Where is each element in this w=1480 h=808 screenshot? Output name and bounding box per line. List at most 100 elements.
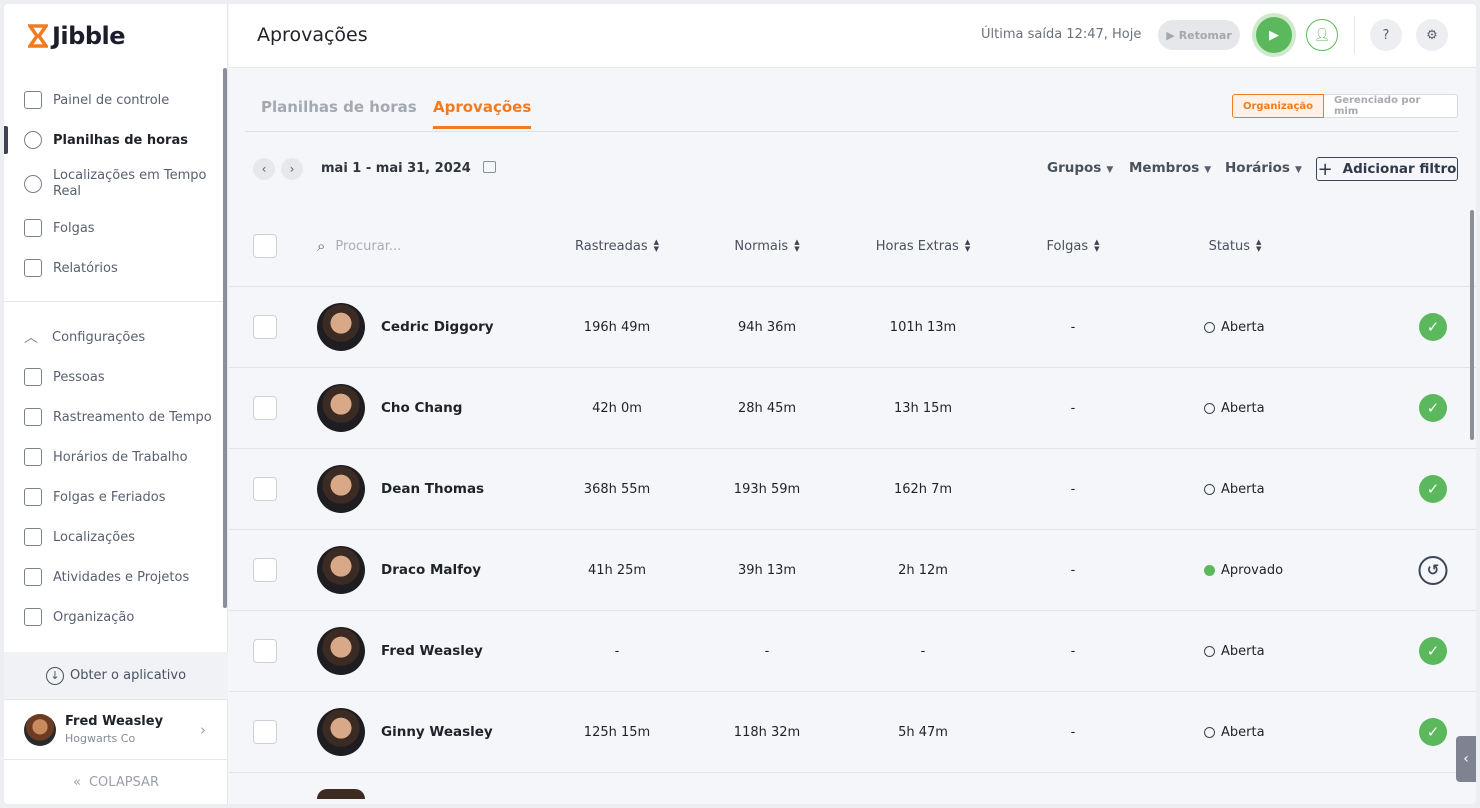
time-off: - xyxy=(1070,643,1076,659)
prev-period-button[interactable]: ‹ xyxy=(253,158,275,180)
chevron-right-icon: › xyxy=(289,162,295,176)
kiosk-button[interactable]: 👤︎ xyxy=(1306,19,1338,51)
check-icon: ✓ xyxy=(1426,399,1440,417)
approve-button[interactable]: ✓ xyxy=(1419,313,1447,341)
tab-approvals[interactable]: Aprovações xyxy=(433,98,532,129)
settings-button[interactable]: ⚙ xyxy=(1416,19,1448,51)
settings-item-5[interactable]: Atividades e Projetos xyxy=(4,557,228,597)
tracked-hours: 196h 49m xyxy=(583,319,651,335)
get-app-button[interactable]: ↓ Obter o aplicativo xyxy=(4,652,228,700)
settings-item-6[interactable]: Organização xyxy=(4,597,228,637)
sidebar-scrollbar[interactable] xyxy=(223,68,227,608)
col-overtime[interactable]: Horas Extras ▲ ▼ xyxy=(876,206,970,286)
col-label: Status xyxy=(1208,238,1251,254)
caret-down-icon: ▼ xyxy=(1294,165,1302,175)
collapse-label: COLAPSAR xyxy=(88,774,159,790)
add-filter-label: Adicionar filtro xyxy=(1342,161,1457,177)
row-checkbox[interactable] xyxy=(253,639,277,663)
sidebar-item-3[interactable]: Folgas xyxy=(4,208,228,248)
settings-item-3[interactable]: Folgas e Feriados xyxy=(4,477,228,517)
member-name[interactable]: Ginny Weasley xyxy=(381,724,493,740)
sidebar-item-0[interactable]: Painel de controle xyxy=(4,80,228,120)
map-pin-icon xyxy=(24,528,42,546)
sidebar-item-4[interactable]: Relatórios xyxy=(4,248,228,288)
select-all-checkbox[interactable] xyxy=(253,234,277,258)
row-checkbox[interactable] xyxy=(253,720,277,744)
scope-organization[interactable]: Organização xyxy=(1232,94,1324,118)
table-row[interactable] xyxy=(229,773,1476,799)
schedules-filter[interactable]: Horários ▼ xyxy=(1225,160,1302,176)
col-status[interactable]: Status ▲ ▼ xyxy=(1209,206,1262,286)
row-checkbox[interactable] xyxy=(253,315,277,339)
settings-item-2[interactable]: Horários de Trabalho xyxy=(4,437,228,477)
scope-managed-by-me[interactable]: Gerenciado por mim xyxy=(1324,94,1458,118)
open-circle-icon xyxy=(1204,483,1215,495)
table-row[interactable]: Draco Malfoy 41h 25m 39h 13m 2h 12m - Ap… xyxy=(229,530,1476,611)
question-icon: ? xyxy=(1382,27,1390,43)
user-profile[interactable]: Fred Weasley Hogwarts Co › xyxy=(4,700,228,760)
row-checkbox[interactable] xyxy=(253,477,277,501)
people-icon xyxy=(24,368,42,386)
table-row[interactable]: Cho Chang 42h 0m 28h 45m 13h 15m - Abert… xyxy=(229,368,1476,449)
overtime-hours: 13h 15m xyxy=(893,400,953,416)
logo-text: Jibble xyxy=(52,22,126,50)
approve-button[interactable]: ✓ xyxy=(1419,637,1447,665)
sidebar-item-label: Folgas xyxy=(53,220,95,236)
sidebar-item-1[interactable]: Planilhas de horas xyxy=(4,120,228,160)
tab-timesheets[interactable]: Planilhas de horas xyxy=(261,98,417,116)
row-checkbox[interactable] xyxy=(253,396,277,420)
briefcase-icon xyxy=(24,488,42,506)
row-checkbox[interactable] xyxy=(253,558,277,582)
clock-in-button[interactable]: ▶ xyxy=(1256,17,1292,53)
add-filter-button[interactable]: + Adicionar filtro xyxy=(1316,157,1458,181)
chevron-right-icon: › xyxy=(200,720,206,739)
settings-item-1[interactable]: Rastreamento de Tempo xyxy=(4,397,228,437)
resume-button[interactable]: ▶ Retomar xyxy=(1158,20,1240,50)
table-row[interactable]: Ginny Weasley 125h 15m 118h 32m 5h 47m -… xyxy=(229,692,1476,773)
member-name[interactable]: Fred Weasley xyxy=(381,643,483,659)
approve-button[interactable]: ✓ xyxy=(1419,475,1447,503)
settings-toggle[interactable]: ︿ Configurações xyxy=(4,317,228,357)
table-row[interactable]: Cedric Diggory 196h 49m 94h 36m 101h 13m… xyxy=(229,287,1476,368)
groups-label: Grupos xyxy=(1047,160,1102,176)
col-time-off[interactable]: Folgas ▲ ▼ xyxy=(1047,206,1100,286)
date-range-picker[interactable]: mai 1 - mai 31, 2024 xyxy=(321,161,497,176)
logo[interactable]: Jibble xyxy=(28,22,126,50)
table-row[interactable]: Fred Weasley - - - - Aberta ✓ xyxy=(229,611,1476,692)
table-scrollbar[interactable] xyxy=(1470,210,1474,440)
members-filter[interactable]: Membros ▼ xyxy=(1129,160,1211,176)
collapse-button[interactable]: « COLAPSAR xyxy=(4,760,228,804)
groups-filter[interactable]: Grupos ▼ xyxy=(1047,160,1113,176)
member-name[interactable]: Cho Chang xyxy=(381,400,463,416)
col-tracked[interactable]: Rastreadas ▲ ▼ xyxy=(575,206,659,286)
status-label: Aberta xyxy=(1221,400,1265,416)
approve-button[interactable]: ✓ xyxy=(1419,394,1447,422)
member-name[interactable]: Dean Thomas xyxy=(381,481,485,497)
settings-item-4[interactable]: Localizações xyxy=(4,517,228,557)
table-row[interactable]: Dean Thomas 368h 55m 193h 59m 162h 7m - … xyxy=(229,449,1476,530)
search-input[interactable]: ⌕ Procurar... xyxy=(317,206,401,286)
check-icon: ✓ xyxy=(1426,318,1440,336)
help-button[interactable]: ? xyxy=(1370,19,1402,51)
open-circle-icon xyxy=(1204,726,1215,738)
member-name[interactable]: Draco Malfoy xyxy=(381,562,482,578)
sidebar-item-2[interactable]: Localizações em Tempo Real xyxy=(4,160,228,208)
double-chevron-left-icon: « xyxy=(73,774,81,790)
avatar xyxy=(317,384,365,432)
member-name[interactable]: Cedric Diggory xyxy=(381,319,494,335)
next-period-button[interactable]: › xyxy=(281,158,303,180)
settings-item-0[interactable]: Pessoas xyxy=(4,357,228,397)
col-label: Rastreadas xyxy=(575,238,648,254)
settings-label: Configurações xyxy=(52,329,146,345)
col-regular[interactable]: Normais ▲ ▼ xyxy=(734,206,799,286)
sort-icon: ▲ ▼ xyxy=(794,238,800,253)
caret-down-icon: ▼ xyxy=(1204,165,1212,175)
side-panel-toggle[interactable]: ‹ xyxy=(1456,736,1476,782)
dashboard-icon xyxy=(24,91,42,109)
undo-approval-button[interactable]: ↺ xyxy=(1418,555,1448,585)
avatar xyxy=(24,713,56,746)
status-badge: Aprovado xyxy=(1204,530,1283,610)
approve-button[interactable]: ✓ xyxy=(1419,718,1447,746)
avatar xyxy=(317,546,365,594)
col-label: Normais xyxy=(734,238,789,254)
